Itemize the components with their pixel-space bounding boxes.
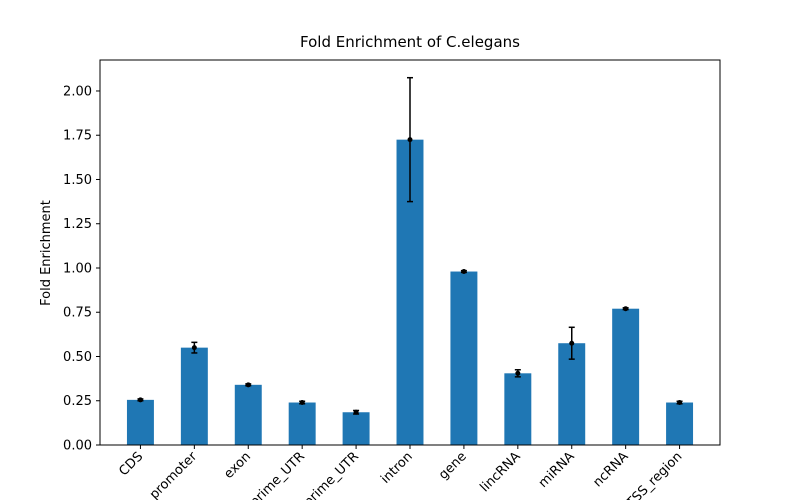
x-tick-label: miRNA [536, 449, 578, 491]
mean-dot [623, 306, 629, 312]
mean-dot [677, 400, 683, 406]
mean-dot [407, 137, 413, 143]
x-tick-label: TSS_region [623, 449, 685, 500]
y-tick-label: 1.25 [63, 217, 92, 232]
bar [558, 343, 586, 445]
bar [450, 271, 478, 445]
x-tick-label: intron [378, 449, 416, 487]
mean-dot [137, 397, 143, 403]
x-tick-label: lincRNA [478, 449, 524, 495]
x-tick-label: exon [221, 449, 254, 482]
mean-dot [245, 382, 251, 388]
y-axis-label: Fold Enrichment [39, 200, 54, 306]
bar [234, 384, 262, 445]
bar [612, 308, 640, 445]
bar [288, 402, 316, 445]
mean-dot [461, 269, 467, 275]
x-tick-label: ncRNA [590, 449, 631, 490]
y-tick-label: 1.50 [63, 173, 92, 188]
mean-dot [299, 400, 305, 406]
bar [666, 402, 694, 445]
chart-title: Fold Enrichment of C.elegans [300, 33, 520, 51]
y-tick-label: 0.75 [63, 306, 92, 321]
mean-dot [353, 409, 359, 415]
y-tick-label: 1.00 [63, 261, 92, 276]
y-tick-label: 0.50 [63, 350, 92, 365]
plot-frame [99, 59, 721, 446]
bar [342, 412, 370, 445]
x-tick-label: gene [436, 449, 470, 483]
mean-dot [515, 370, 521, 376]
y-tick-label: 2.00 [63, 84, 92, 99]
bar [126, 399, 154, 445]
y-tick-label: 0.25 [63, 394, 92, 409]
bar [180, 347, 208, 445]
x-tick-label: promoter [147, 449, 201, 500]
x-tick-label: CDS [116, 449, 146, 479]
y-tick-label: 0.00 [63, 439, 92, 454]
y-tick-label: 1.75 [63, 129, 92, 144]
bar [504, 373, 532, 445]
mean-dot [191, 345, 197, 351]
mean-dot [569, 340, 575, 346]
